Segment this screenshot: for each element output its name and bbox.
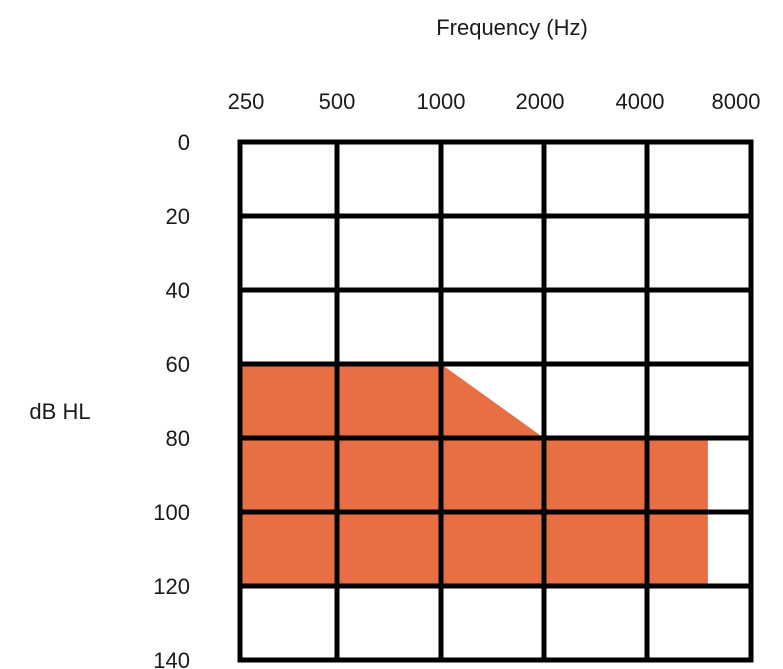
y-tick-label: 100	[153, 500, 190, 525]
grid-layer	[237, 139, 754, 663]
hearing-loss-region-layer	[240, 364, 708, 586]
y-tick-label: 20	[166, 204, 190, 229]
x-tick-label: 4000	[616, 89, 665, 114]
x-tick-label: 500	[319, 89, 356, 114]
x-tick-labels: 250 500 1000 2000 4000 8000	[228, 89, 761, 114]
y-tick-label: 40	[166, 278, 190, 303]
y-tick-label: 80	[166, 426, 190, 451]
y-tick-labels: 0 20 40 60 80 100 120 140	[153, 130, 190, 669]
y-tick-label: 60	[166, 352, 190, 377]
y-tick-label: 120	[153, 574, 190, 599]
x-tick-label: 250	[228, 89, 265, 114]
x-tick-label: 8000	[712, 89, 761, 114]
x-tick-label: 1000	[417, 89, 466, 114]
y-tick-label: 140	[153, 648, 190, 669]
x-axis-label: Frequency (Hz)	[436, 15, 588, 40]
x-tick-label: 2000	[516, 89, 565, 114]
y-tick-label: 0	[178, 130, 190, 155]
y-axis-label: dB HL	[29, 399, 90, 424]
hearing-loss-region	[240, 364, 708, 586]
